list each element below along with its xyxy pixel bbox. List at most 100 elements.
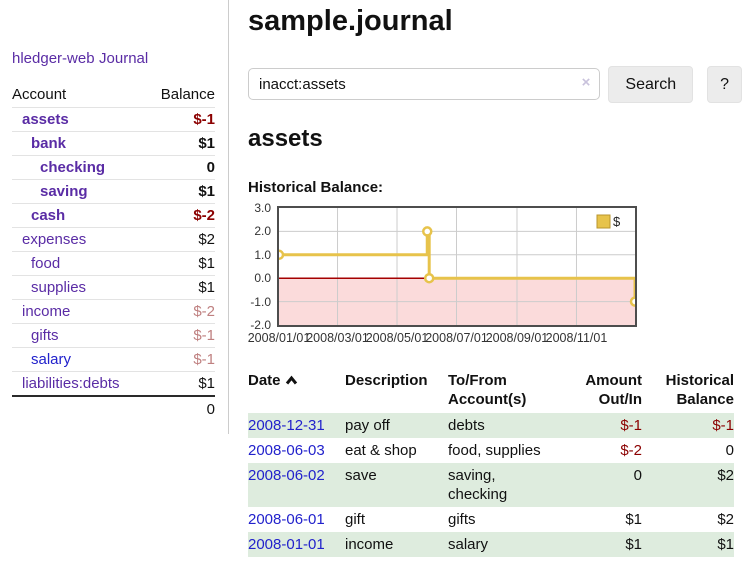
account-rows: assets $-1 bank $1 checking 0 saving $1 cash $-2 e… — [12, 107, 215, 395]
sidebar-account-link[interactable]: gifts — [31, 327, 59, 344]
sidebar-divider — [228, 0, 229, 434]
y-axis-tick-label: -1.0 — [250, 294, 271, 309]
transaction-amount: $1 — [625, 536, 642, 553]
transaction-description: gift — [345, 511, 366, 528]
transaction-balance: $2 — [717, 467, 734, 484]
accounts-total: 0 — [12, 395, 215, 422]
sidebar-account-link[interactable]: saving — [40, 183, 88, 200]
register-column-header: To/From Account(s) — [448, 372, 527, 408]
transaction-accounts: debts — [448, 417, 485, 434]
transaction-date-link[interactable]: 2008-06-02 — [248, 467, 325, 484]
transaction-description: income — [345, 536, 394, 553]
sidebar-account-link[interactable]: assets — [22, 111, 69, 128]
x-axis-tick-label: 2008/03/01 — [306, 331, 369, 345]
transaction-amount: 0 — [633, 467, 642, 484]
transaction-amount: $1 — [625, 511, 642, 528]
account-row: food $1 — [12, 251, 215, 275]
sidebar-account-link[interactable]: liabilities:debts — [22, 375, 120, 392]
account-balance: $-1 — [193, 111, 215, 128]
account-balance: $2 — [198, 231, 215, 248]
transaction-row: 2008-06-01 gift gifts $1 $2 — [248, 507, 734, 532]
transaction-amount: $-2 — [620, 442, 642, 459]
y-axis-tick-label: 0.0 — [254, 271, 271, 286]
chart-plot-area: $ — [277, 206, 637, 327]
account-balance: $1 — [198, 375, 215, 392]
register-column-header: Amount Out/In — [585, 372, 642, 408]
app-brand-link[interactable]: hledger-web — [12, 50, 95, 67]
account-balance: $1 — [198, 135, 215, 152]
account-row: gifts $-1 — [12, 323, 215, 347]
account-balance: $1 — [198, 255, 215, 272]
transaction-description: save — [345, 467, 377, 484]
transaction-accounts: salary — [448, 536, 489, 553]
account-row: cash $-2 — [12, 203, 215, 227]
search-button[interactable]: Search — [608, 66, 694, 103]
balance-chart: $ 3.0 2.0 1.0 0.0 -1.0 -2.0 2008/01/01 2008/03… — [248, 202, 742, 346]
account-row: liabilities:debts $1 — [12, 371, 215, 395]
account-row: bank $1 — [12, 131, 215, 155]
account-column-header: Account — [12, 86, 67, 103]
transaction-accounts: food, supplies — [448, 442, 541, 459]
clear-search-icon[interactable]: × — [581, 74, 591, 91]
account-balance: $-1 — [193, 351, 215, 368]
y-axis-tick-label: -2.0 — [250, 318, 271, 332]
sort-ascending-icon — [285, 371, 298, 390]
transaction-balance: $-1 — [712, 417, 734, 434]
y-axis-tick-label: 2.0 — [254, 224, 271, 239]
account-balance-table: Account Balance assets $-1 bank $1 checking 0… — [12, 84, 215, 422]
transaction-date-link[interactable]: 2008-12-31 — [248, 417, 325, 434]
register-table: Date Description To/From Account(s) Amount Ou… — [248, 370, 734, 557]
transaction-date-link[interactable]: 2008-06-01 — [248, 511, 325, 528]
x-axis-tick-label: 2008/11/01 — [545, 331, 608, 345]
transaction-balance: $1 — [717, 536, 734, 553]
sidebar-account-link[interactable]: income — [22, 303, 71, 320]
register-column-header: Historical Balance — [665, 372, 734, 408]
transaction-amount: $-1 — [620, 417, 642, 434]
account-balance: $-2 — [193, 207, 215, 224]
register-column-header: Description — [345, 372, 428, 389]
account-heading: assets — [248, 125, 323, 152]
transaction-date-link[interactable]: 2008-06-03 — [248, 442, 325, 459]
account-balance: $1 — [198, 183, 215, 200]
transaction-row: 2008-06-03 eat & shop food, supplies $-2 0 — [248, 438, 734, 463]
transaction-row: 2008-12-31 pay off debts $-1 $-1 — [248, 413, 734, 438]
account-table-header: Account Balance — [12, 84, 215, 107]
account-balance: $-1 — [193, 327, 215, 344]
transaction-row: 2008-06-02 save saving, checking 0 $2 — [248, 463, 734, 507]
register-column-header[interactable]: Date — [248, 370, 345, 413]
sidebar-account-link[interactable]: checking — [40, 159, 106, 176]
sidebar-item-journal[interactable]: Journal — [99, 50, 149, 67]
sidebar: hledger-web Journal Account Balance asse… — [0, 0, 228, 422]
svg-text:$: $ — [613, 214, 621, 229]
account-row: supplies $1 — [12, 275, 215, 299]
sidebar-account-link[interactable]: bank — [31, 135, 67, 152]
transaction-row: 2008-01-01 income salary $1 $1 — [248, 532, 734, 557]
transaction-accounts: gifts — [448, 511, 476, 528]
help-button[interactable]: ? — [707, 66, 742, 103]
main-content: sample.journal × Search ? assets Histori… — [248, 0, 742, 557]
transaction-description: pay off — [345, 417, 390, 434]
search-input[interactable] — [248, 68, 601, 100]
sidebar-account-link[interactable]: food — [31, 255, 61, 272]
x-axis-tick-label: 2008/09/01 — [485, 331, 549, 345]
account-row: assets $-1 — [12, 107, 215, 131]
account-row: expenses $2 — [12, 227, 215, 251]
chart-title: Historical Balance: — [248, 179, 384, 196]
transaction-balance: $2 — [717, 511, 734, 528]
account-balance: $1 — [198, 279, 215, 296]
sidebar-account-link[interactable]: salary — [31, 351, 72, 368]
balance-column-header: Balance — [160, 86, 215, 103]
account-row: saving $1 — [12, 179, 215, 203]
transaction-date-link[interactable]: 2008-01-01 — [248, 536, 325, 553]
sidebar-account-link[interactable]: supplies — [31, 279, 87, 296]
transaction-accounts: saving, checking — [448, 467, 508, 503]
account-row: salary $-1 — [12, 347, 215, 371]
account-row: checking 0 — [12, 155, 215, 179]
search-bar: × Search ? — [248, 66, 742, 103]
account-balance: $-2 — [193, 303, 215, 320]
account-row: income $-2 — [12, 299, 215, 323]
x-axis-tick-label: 2008/01/01 — [247, 331, 311, 345]
sidebar-account-link[interactable]: expenses — [22, 231, 87, 248]
sidebar-account-link[interactable]: cash — [31, 207, 66, 224]
x-axis-tick-label: 2008/05/01 — [365, 331, 429, 345]
